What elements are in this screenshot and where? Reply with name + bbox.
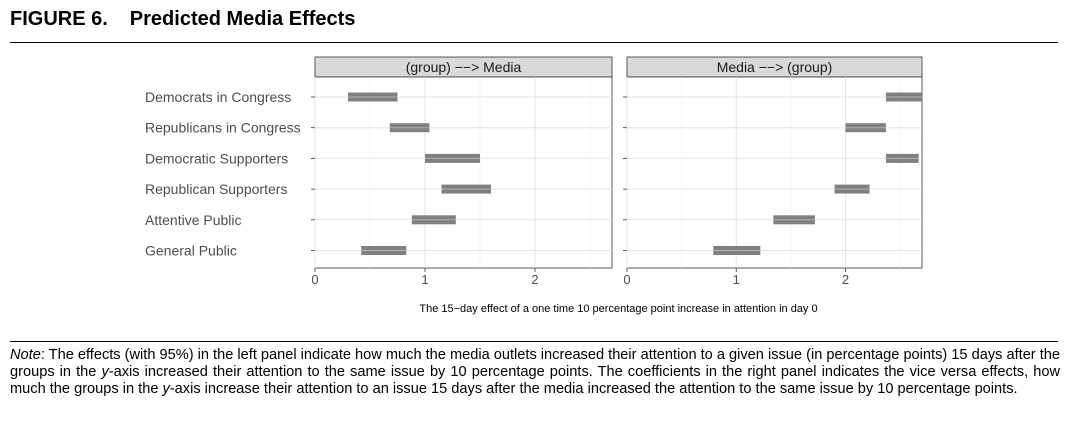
x-tick-label: 0 — [623, 272, 630, 287]
x-tick-label: 1 — [421, 272, 428, 287]
top-rule — [10, 42, 1058, 43]
panel-background — [314, 76, 613, 269]
note-text-1: : The effects (with 95%) in the left pan… — [10, 347, 1061, 380]
y-tick-label: Democratic Supporters — [145, 150, 288, 166]
y-tick-label: General Public — [145, 243, 237, 259]
panel-strip-title: Media −−> (group) — [717, 59, 833, 75]
bottom-rule — [10, 341, 1058, 342]
note-text-2: -axis increased their attention to the s… — [10, 364, 1060, 397]
predicted-media-effects-chart: Democrats in Congress Republicans in Cong… — [145, 56, 923, 315]
figure-title-text: Predicted Media Effects — [129, 8, 356, 30]
panel-strip-title: (group) −−> Media — [406, 59, 522, 75]
figure-label: FIGURE 6. — [10, 8, 108, 30]
x-tick-label: 0 — [311, 272, 318, 287]
note-y-axis-2: y — [162, 381, 170, 397]
panel-background — [626, 76, 923, 269]
note-lead: Note — [10, 347, 41, 363]
note-text-3: -axis increase their attention to an iss… — [169, 381, 1018, 397]
y-tick-label: Republicans in Congress — [145, 120, 301, 136]
note-y-axis-1: y — [101, 364, 109, 380]
y-tick-label: Attentive Public — [145, 212, 242, 228]
x-tick-label: 2 — [842, 272, 849, 287]
figure-title: FIGURE 6. Predicted Media Effects — [10, 8, 355, 31]
x-tick-label: 2 — [531, 272, 538, 287]
y-tick-label: Republican Supporters — [145, 181, 287, 197]
figure-note: Note: The effects (with 95%) in the left… — [10, 347, 1060, 398]
x-axis-title: The 15−day effect of a one time 10 perce… — [419, 303, 817, 315]
y-tick-label: Democrats in Congress — [145, 89, 291, 105]
x-tick-label: 1 — [733, 272, 740, 287]
